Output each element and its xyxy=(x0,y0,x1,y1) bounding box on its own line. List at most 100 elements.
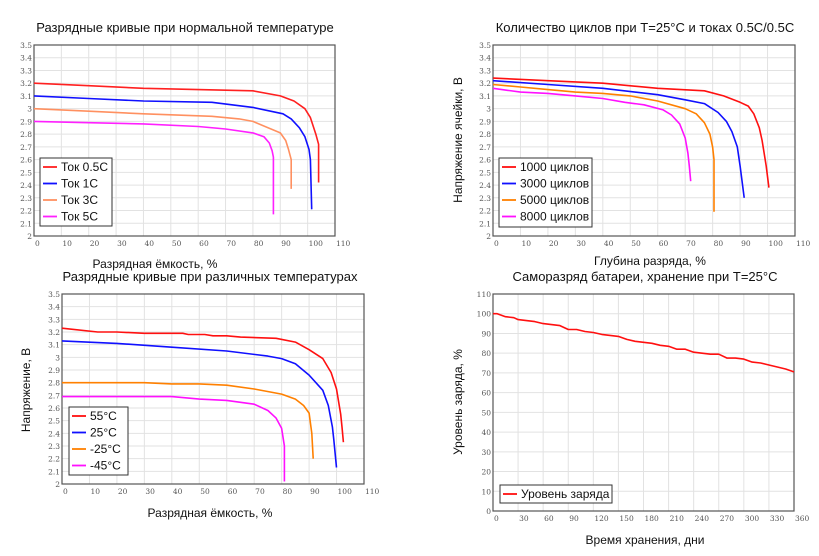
y-tick-label: 2.2 xyxy=(48,455,60,464)
x-tick-label: 120 xyxy=(594,514,609,523)
y-tick-label: 3.2 xyxy=(48,328,60,337)
legend: Уровень заряда xyxy=(499,484,613,504)
x-tick-label: 20 xyxy=(549,239,559,248)
y-tick-label: 2.4 xyxy=(48,429,60,438)
legend-entry: Ток 1С xyxy=(61,177,98,191)
x-axis-label: Разрядная ёмкость, % xyxy=(148,506,273,520)
legend-entry: Ток 5С xyxy=(61,210,98,224)
y-tick-label: 2.7 xyxy=(20,143,32,152)
y-tick-label: 3.4 xyxy=(479,54,491,63)
y-tick-label: 3.2 xyxy=(20,79,32,88)
x-tick-label: 80 xyxy=(714,239,724,248)
x-tick-label: 90 xyxy=(569,514,579,523)
legend-entry: 5000 циклов xyxy=(520,193,589,207)
series-line-4 xyxy=(492,87,692,182)
legend-entry: 3000 циклов xyxy=(520,177,589,191)
legend-entry: Ток 3С xyxy=(61,193,98,207)
x-tick-label: 50 xyxy=(200,487,210,496)
x-tick-label: 0 xyxy=(494,239,499,248)
series-line-1 xyxy=(493,312,795,373)
x-tick-label: 10 xyxy=(62,239,72,248)
y-tick-label: 3.1 xyxy=(20,92,32,101)
series-line-2 xyxy=(33,95,313,210)
series-line-4 xyxy=(33,120,275,215)
chart-3: 0 10 20 30 40 50 60 70 80 90 100 110 2 2.1 2.2 2.3 2.4 2.… xyxy=(19,269,380,520)
y-tick-label: 2.2 xyxy=(20,207,32,216)
x-axis-label: Время хранения, дни xyxy=(586,533,705,547)
y-tick-label: 3.3 xyxy=(20,66,32,75)
y-tick-label: 70 xyxy=(481,369,491,378)
x-tick-label: 30 xyxy=(519,514,529,523)
y-tick-label: 0 xyxy=(486,507,491,516)
y-tick-label: 2.6 xyxy=(479,156,491,165)
x-tick-label: 100 xyxy=(338,487,353,496)
x-tick-label: 10 xyxy=(90,487,100,496)
series-line-2 xyxy=(492,79,745,198)
y-tick-label: 2.7 xyxy=(479,143,491,152)
chart-title: Разрядные кривые при различных температу… xyxy=(63,269,358,284)
y-tick-label: 2.9 xyxy=(48,366,60,375)
legend: Ток 0.5С Ток 1С Ток 3С Ток 5С xyxy=(39,157,113,227)
legend-box xyxy=(498,157,593,228)
legend-box xyxy=(68,406,129,476)
x-axis-label: Глубина разряда, % xyxy=(594,254,706,268)
y-tick-label: 2.7 xyxy=(48,391,60,400)
x-tick-label: 60 xyxy=(544,514,554,523)
y-tick-label: 3.3 xyxy=(48,315,60,324)
y-tick-label: 2 xyxy=(486,232,491,241)
x-tick-label: 110 xyxy=(796,239,811,248)
x-axis-label: Разрядная ёмкость, % xyxy=(93,257,218,271)
legend-entry: Ток 0.5С xyxy=(61,160,108,174)
x-tick-label: 10 xyxy=(521,239,531,248)
x-tick-label: 40 xyxy=(173,487,183,496)
x-tick-label: 330 xyxy=(770,514,785,523)
chart-4: 0 30 60 90 120 150 180 210 240 270 300 330 360 0 10 20 3… xyxy=(451,269,810,547)
y-tick-label: 2.5 xyxy=(48,417,60,426)
y-tick-label: 80 xyxy=(481,349,491,358)
x-tick-label: 180 xyxy=(645,514,660,523)
series-line-4 xyxy=(62,395,286,482)
chart-2: 0 10 20 30 40 50 60 70 80 90 100 110 2 2.1 2.2 2.3 2.4 2.… xyxy=(451,20,811,268)
x-tick-label: 60 xyxy=(228,487,238,496)
y-tick-label: 2.3 xyxy=(20,194,32,203)
y-tick-label: 2.4 xyxy=(20,181,32,190)
series-line-3 xyxy=(33,107,293,189)
x-tick-label: 270 xyxy=(720,514,735,523)
x-tick-label: 80 xyxy=(283,487,293,496)
legend-entry: -45°C xyxy=(90,459,121,473)
y-tick-label: 3 xyxy=(55,353,60,362)
x-tick-label: 70 xyxy=(227,239,237,248)
legend-box xyxy=(499,484,613,504)
y-tick-label: 2.3 xyxy=(479,194,491,203)
y-tick-label: 2.8 xyxy=(479,130,491,139)
y-tick-label: 2.6 xyxy=(20,156,32,165)
x-tick-label: 60 xyxy=(199,239,209,248)
legend-entry: -25°C xyxy=(90,442,121,456)
legend: 55°C 25°C -25°C -45°C xyxy=(68,406,129,476)
x-tick-label: 40 xyxy=(604,239,614,248)
x-tick-label: 80 xyxy=(254,239,264,248)
y-tick-label: 3.2 xyxy=(479,79,491,88)
y-axis-label: Напряжение ячейки, В xyxy=(451,77,465,203)
x-tick-label: 90 xyxy=(741,239,751,248)
chart-title: Саморазряд батареи, хранение при T=25°С xyxy=(513,269,778,284)
x-tick-label: 110 xyxy=(365,487,380,496)
x-tick-label: 0 xyxy=(35,239,40,248)
y-tick-label: 3.1 xyxy=(48,341,60,350)
y-axis-label: Напряжение, В xyxy=(19,348,33,432)
x-tick-label: 50 xyxy=(631,239,641,248)
y-axis-label: Уровень заряда, % xyxy=(451,349,465,455)
y-tick-label: 2.1 xyxy=(479,219,491,228)
legend: 1000 циклов 3000 циклов 5000 циклов 8000 ци… xyxy=(498,157,593,228)
x-tick-label: 70 xyxy=(255,487,265,496)
series-line-3 xyxy=(492,83,715,212)
y-tick-label: 2.3 xyxy=(48,442,60,451)
x-tick-label: 30 xyxy=(117,239,127,248)
y-tick-label: 3.5 xyxy=(20,41,32,50)
x-tick-label: 40 xyxy=(144,239,154,248)
series-line-1 xyxy=(492,77,770,188)
y-tick-label: 2.4 xyxy=(479,181,491,190)
y-tick-label: 90 xyxy=(481,329,491,338)
y-tick-label: 2.9 xyxy=(479,117,491,126)
